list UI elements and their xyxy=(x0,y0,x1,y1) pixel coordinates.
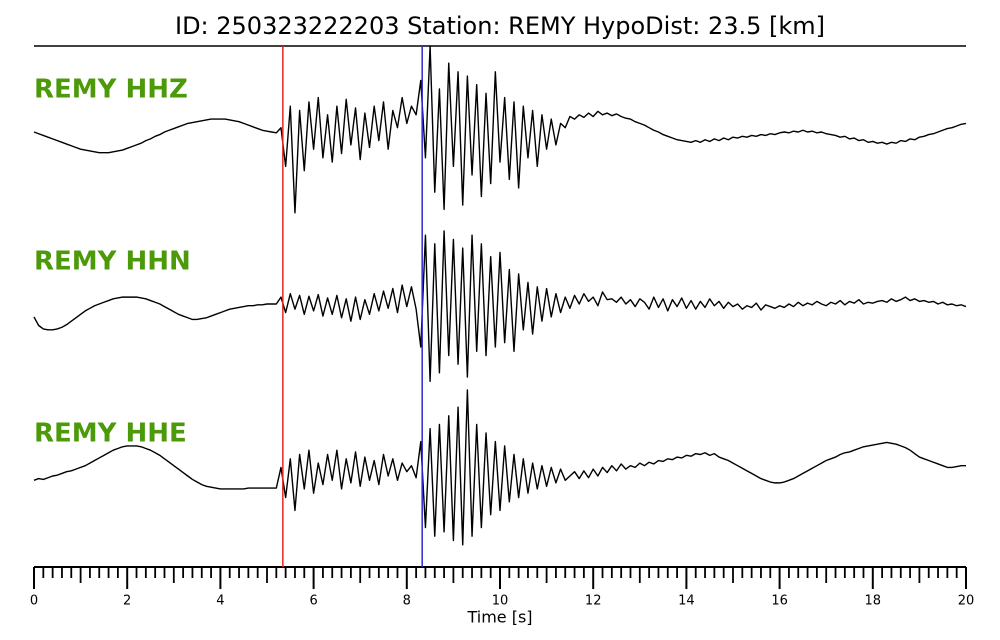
trace-label: REMY HHZ xyxy=(34,75,188,105)
x-axis-label: Time [s] xyxy=(466,608,532,627)
x-tick-label: 2 xyxy=(123,594,131,609)
x-tick-label: 8 xyxy=(403,594,411,609)
x-tick-label: 16 xyxy=(771,594,788,609)
x-tick-label: 10 xyxy=(492,594,509,609)
x-tick-label: 14 xyxy=(678,594,695,609)
waveform xyxy=(33,45,967,214)
waveform xyxy=(33,230,967,383)
x-tick-label: 6 xyxy=(309,594,317,609)
waveform xyxy=(33,389,966,546)
trace-label: REMY HHE xyxy=(34,419,187,449)
x-tick-label: 0 xyxy=(30,594,38,609)
x-tick-label: 20 xyxy=(958,594,975,609)
chart-title: ID: 250323222203 Station: REMY HypoDist:… xyxy=(175,12,825,40)
x-tick-label: 12 xyxy=(585,594,602,609)
x-tick-label: 18 xyxy=(865,594,882,609)
trace-label: REMY HHN xyxy=(34,247,191,277)
x-tick-label: 4 xyxy=(216,594,224,609)
